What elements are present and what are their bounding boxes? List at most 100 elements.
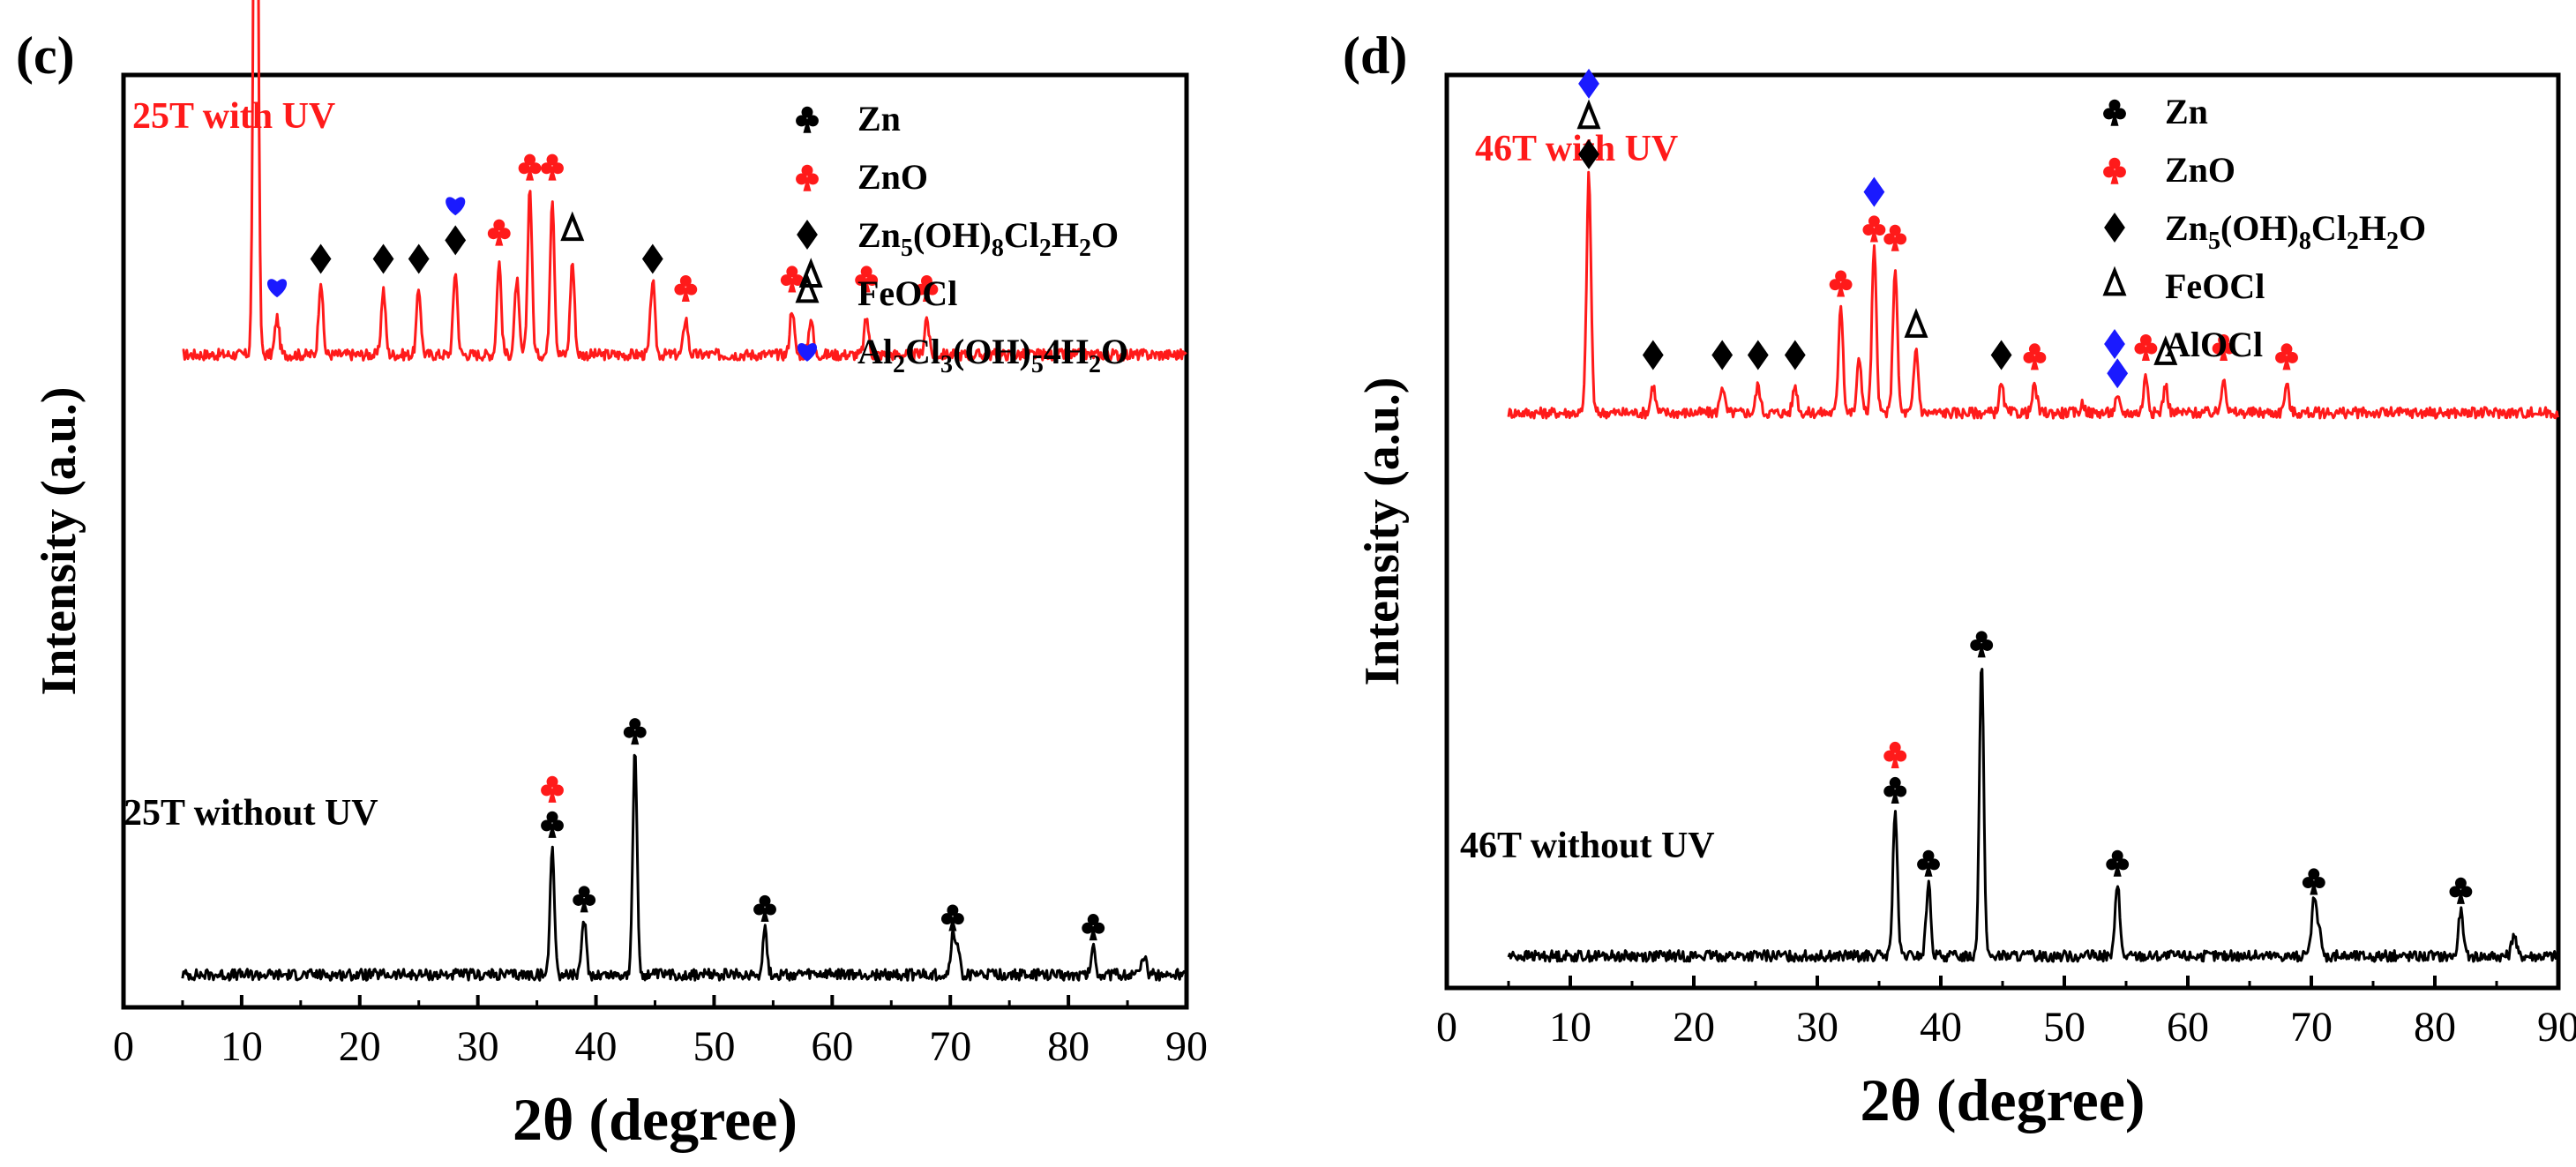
legend-triangle-icon xyxy=(795,273,820,303)
legend-subscript: 5 xyxy=(901,235,913,262)
series-name-label: 46T with UV xyxy=(1475,129,1678,169)
legend-text: ZnO xyxy=(2165,150,2235,190)
panel-label: (c) xyxy=(16,26,75,85)
peak-marker-club-icon xyxy=(1862,215,1886,243)
peak-marker-club-icon xyxy=(2302,868,2325,895)
peak-marker-club-icon xyxy=(2449,877,2473,904)
legend-entry-label: AlOCl xyxy=(2165,325,2263,364)
legend-text: 4H xyxy=(1044,332,1089,371)
x-tick-label: 0 xyxy=(1436,1004,1457,1051)
legend-text: (OH) xyxy=(913,215,992,255)
legend-entry-label: Zn5(OH)8Cl2H2O xyxy=(857,215,1119,262)
peak-marker-diamond-icon xyxy=(408,243,430,274)
legend-text: H xyxy=(1052,215,1079,255)
x-tick-label: 0 xyxy=(113,1023,134,1070)
x-tick-label: 60 xyxy=(811,1023,853,1070)
peak-marker-club-icon xyxy=(2023,343,2047,370)
peak-marker-diamond-icon xyxy=(445,225,467,256)
x-tick-label: 40 xyxy=(1920,1004,1962,1051)
x-tick-label: 90 xyxy=(2537,1004,2576,1051)
peak-marker-heart-icon xyxy=(266,279,288,298)
legend-entry-label: Al2Cl3(OH)54H2O xyxy=(857,332,1128,378)
x-tick-label: 80 xyxy=(2414,1004,2456,1051)
peak-marker-diamond-icon xyxy=(372,243,394,274)
peak-marker-club-icon xyxy=(541,811,564,838)
peak-marker-triangle-icon xyxy=(2153,335,2178,365)
x-tick-label: 30 xyxy=(1796,1004,1838,1051)
series-name-label: 25T without UV xyxy=(124,793,378,834)
peak-marker-diamond-icon xyxy=(641,243,663,274)
legend-subscript: 2 xyxy=(1089,351,1101,378)
peak-marker-club-icon xyxy=(623,718,647,745)
series-line xyxy=(1507,170,2559,420)
legend-subscript: 8 xyxy=(992,235,1004,262)
legend-heart-icon xyxy=(797,342,818,362)
legend-entry-label: FeOCl xyxy=(2165,266,2265,306)
peak-marker-club-icon xyxy=(2275,343,2298,370)
legend-subscript: 2 xyxy=(1039,235,1052,262)
legend-text: AlOCl xyxy=(2165,325,2263,364)
series-line xyxy=(1507,668,2559,963)
x-tick-label: 70 xyxy=(2290,1004,2333,1051)
legend-entry-label: Zn xyxy=(2165,92,2208,131)
legend-text: Cl xyxy=(2311,208,2347,248)
legend-text: FeOCl xyxy=(2165,266,2265,306)
panel-c: (c) 25T with UV 25T without UV 0 10 20 30 40 50 6… xyxy=(16,0,1208,1153)
peak-marker-triangle-icon xyxy=(1904,308,1928,338)
x-tick-label: 50 xyxy=(693,1023,735,1070)
legend-entry-label: Zn xyxy=(857,99,901,138)
x-tick-label: 20 xyxy=(339,1023,381,1070)
peak-marker-club-icon xyxy=(1883,776,1907,804)
x-tick-label: 70 xyxy=(929,1023,971,1070)
legend-text: Zn xyxy=(2165,92,2208,131)
x-tick-label: 80 xyxy=(1047,1023,1090,1070)
legend-entry-label: FeOCl xyxy=(857,273,957,313)
peak-marker-club-icon xyxy=(518,153,542,181)
panel-d: (d) 46T with UV 46T without UV 0 10 20 30 40 50 6… xyxy=(1343,26,2576,1133)
peak-marker-club-icon xyxy=(1883,224,1907,251)
y-axis-label: Intensity (a.u.) xyxy=(1355,377,1410,685)
legend-subscript: 2 xyxy=(2347,228,2359,255)
x-tick-label: 50 xyxy=(2043,1004,2086,1051)
y-axis-label: Intensity (a.u.) xyxy=(32,386,86,695)
peak-marker-diamond-icon xyxy=(1863,176,1885,207)
legend-club-icon xyxy=(2103,99,2126,126)
legend-text: O xyxy=(2399,208,2426,248)
series-name-label: 46T without UV xyxy=(1460,826,1715,866)
x-tick-label: 60 xyxy=(2167,1004,2209,1051)
legend-subscript: 5 xyxy=(1031,351,1044,378)
peak-marker-club-icon xyxy=(1082,914,1105,941)
legend-subscript: 2 xyxy=(893,351,905,378)
legend-text: Zn xyxy=(857,215,901,255)
legend-text: Cl xyxy=(905,332,940,371)
legend-diamond-icon xyxy=(797,220,818,250)
legend-entry-label: ZnO xyxy=(857,157,928,197)
peak-marker-diamond-icon xyxy=(1990,340,2012,370)
legend-text: ZnO xyxy=(857,157,928,197)
legend-subscript: 2 xyxy=(1079,235,1091,262)
legend-club-icon xyxy=(2103,157,2126,184)
x-tick-label: 20 xyxy=(1673,1004,1715,1051)
peak-marker-club-icon xyxy=(855,266,879,293)
legend-text: Zn xyxy=(857,99,901,138)
legend-subscript: 8 xyxy=(2299,228,2311,255)
peak-marker-triangle-icon xyxy=(560,211,585,242)
legend-club-icon xyxy=(796,164,819,191)
peak-marker-triangle-icon xyxy=(1576,99,1601,130)
peak-marker-club-icon xyxy=(940,904,964,931)
x-tick-label: 30 xyxy=(457,1023,499,1070)
peak-marker-diamond-icon xyxy=(1784,340,1806,370)
peak-marker-club-icon xyxy=(573,886,596,913)
legend-text: O xyxy=(1101,332,1128,371)
peak-marker-club-icon xyxy=(674,275,698,303)
peak-marker-diamond-icon xyxy=(1642,340,1664,370)
peak-marker-diamond-icon xyxy=(1747,340,1769,370)
x-tick-label: 40 xyxy=(575,1023,618,1070)
peak-marker-club-icon xyxy=(753,894,776,922)
peak-marker-diamond-icon xyxy=(310,243,332,274)
series-name-label: 25T with UV xyxy=(132,96,335,137)
legend-club-icon xyxy=(796,106,819,133)
legend-text: Zn xyxy=(2165,208,2208,248)
x-axis-label: 2θ (degree) xyxy=(513,1086,798,1153)
